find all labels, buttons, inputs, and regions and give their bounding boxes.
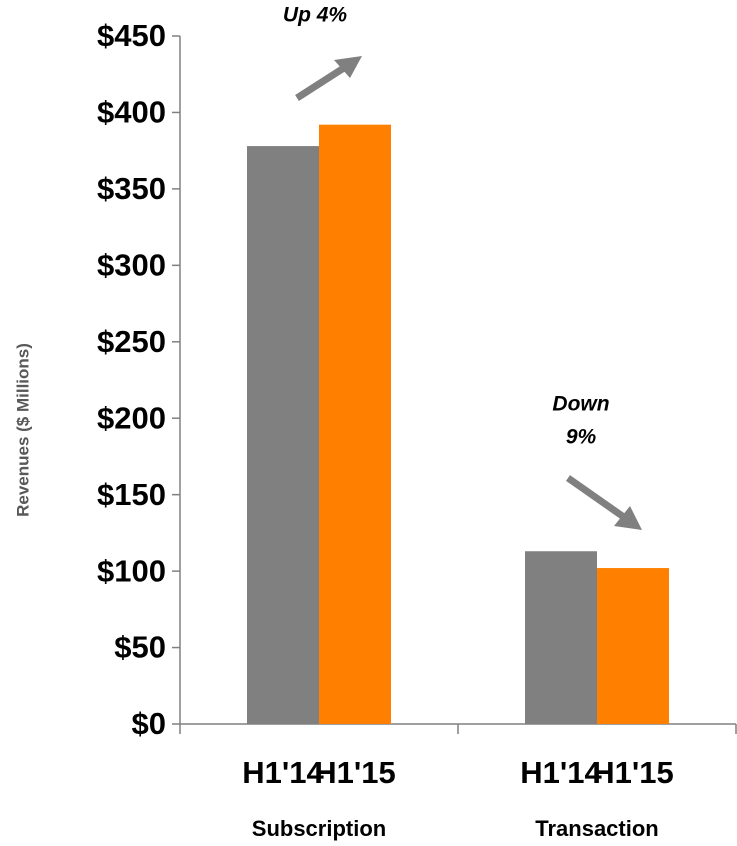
arrow-head (614, 506, 642, 530)
series-label: H1'14 (242, 755, 324, 790)
arrow-head (334, 56, 362, 78)
y-tick-label: $0 (132, 706, 166, 741)
annotation: 9% (566, 426, 597, 449)
annotation: Down (552, 393, 609, 416)
y-tick-label: $50 (114, 630, 166, 665)
y-axis-label: Revenues ($ Millions) (13, 343, 32, 517)
arrow (565, 475, 631, 523)
y-tick-label: $150 (97, 477, 166, 512)
bar (247, 146, 319, 724)
y-tick-label: $100 (97, 553, 166, 588)
bar (319, 124, 391, 725)
y-tick-label: $400 (97, 95, 166, 130)
y-tick-label: $250 (97, 324, 166, 359)
arrow (295, 61, 352, 101)
y-tick-label: $350 (97, 171, 166, 206)
y-tick-label: $300 (97, 248, 166, 283)
bar (525, 551, 597, 724)
y-tick-label: $450 (97, 18, 166, 53)
y-tick-label: $200 (97, 400, 166, 435)
category-label: Subscription (252, 816, 386, 841)
series-label: H1'14 (520, 755, 602, 790)
annotation: Up 4% (283, 4, 348, 27)
category-label: Transaction (535, 816, 658, 841)
series-label: H1'15 (314, 755, 395, 790)
bar (597, 568, 669, 724)
series-label: H1'15 (592, 755, 673, 790)
